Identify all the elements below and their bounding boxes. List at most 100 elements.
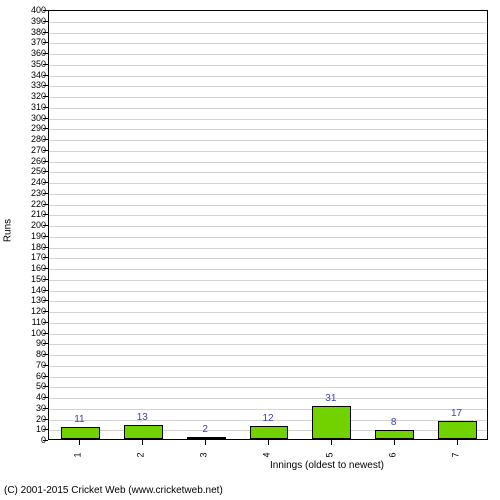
ytick-label: 20 [36,414,46,424]
gridline [49,312,487,313]
ytick-label: 320 [31,91,46,101]
xtick-mark [331,440,332,445]
ytick-label: 170 [31,252,46,262]
gridline [49,43,487,44]
chart-container [48,10,488,440]
gridline [49,162,487,163]
ytick-label: 30 [36,403,46,413]
gridline [49,355,487,356]
gridline [49,301,487,302]
gridline [49,129,487,130]
ytick-label: 380 [31,27,46,37]
xtick-label: 6 [387,452,397,457]
gridline [49,291,487,292]
ytick-label: 340 [31,70,46,80]
gridline [49,119,487,120]
ytick-label: 190 [31,231,46,241]
gridline [49,172,487,173]
bar [187,437,226,439]
xtick-mark [394,440,395,445]
gridline [49,65,487,66]
bar-value-label: 12 [262,413,273,424]
gridline [49,226,487,227]
gridline [49,409,487,410]
ytick-label: 310 [31,102,46,112]
ytick-label: 250 [31,166,46,176]
ytick-label: 100 [31,328,46,338]
ytick-label: 80 [36,349,46,359]
xtick-mark [268,440,269,445]
ytick-label: 210 [31,209,46,219]
gridline [49,344,487,345]
xtick-label: 2 [136,452,146,457]
ytick-label: 50 [36,381,46,391]
xtick-mark [457,440,458,445]
xtick-label: 5 [324,452,334,457]
gridline [49,366,487,367]
gridline [49,258,487,259]
y-axis-label: Runs [3,219,14,242]
gridline [49,334,487,335]
bar [312,406,351,439]
copyright-text: (C) 2001-2015 Cricket Web (www.cricketwe… [4,485,223,496]
ytick-label: 180 [31,242,46,252]
ytick-label: 130 [31,295,46,305]
plot-area [48,10,488,440]
gridline [49,387,487,388]
ytick-label: 390 [31,16,46,26]
gridline [49,54,487,55]
bar-value-label: 31 [325,393,336,404]
gridline [49,194,487,195]
gridline [49,377,487,378]
ytick-label: 280 [31,134,46,144]
xtick-label: 1 [73,452,83,457]
ytick-label: 270 [31,145,46,155]
ytick-label: 350 [31,59,46,69]
ytick-label: 60 [36,371,46,381]
bar-value-label: 17 [451,408,462,419]
ytick-label: 230 [31,188,46,198]
gridline [49,205,487,206]
ytick-label: 120 [31,306,46,316]
bar-value-label: 11 [74,414,84,425]
ytick-label: 140 [31,285,46,295]
gridline [49,183,487,184]
bar [124,425,163,439]
ytick-label: 40 [36,392,46,402]
bar [375,430,414,439]
ytick-label: 290 [31,123,46,133]
xtick-mark [142,440,143,445]
gridline [49,269,487,270]
gridline [49,280,487,281]
bar [61,427,100,439]
ytick-label: 10 [36,424,46,434]
ytick-label: 0 [41,435,46,445]
ytick-label: 400 [31,5,46,15]
gridline [49,398,487,399]
gridline [49,22,487,23]
ytick-label: 160 [31,263,46,273]
bar-value-label: 13 [137,412,148,423]
gridline [49,215,487,216]
ytick-label: 330 [31,80,46,90]
xtick-label: 7 [450,452,460,457]
ytick-label: 110 [32,317,46,327]
gridline [49,151,487,152]
gridline [49,323,487,324]
ytick-label: 70 [36,360,46,370]
gridline [49,97,487,98]
bar-value-label: 8 [391,417,397,428]
gridline [49,108,487,109]
x-axis-label: Innings (oldest to newest) [270,460,384,471]
xtick-mark [205,440,206,445]
ytick-label: 90 [36,338,46,348]
ytick-label: 150 [31,274,46,284]
gridline [49,33,487,34]
ytick-label: 300 [31,113,46,123]
bar [438,421,477,439]
ytick-label: 220 [31,199,46,209]
xtick-label: 4 [262,452,272,457]
xtick-label: 3 [199,452,209,457]
gridline [49,237,487,238]
bar [250,426,289,439]
